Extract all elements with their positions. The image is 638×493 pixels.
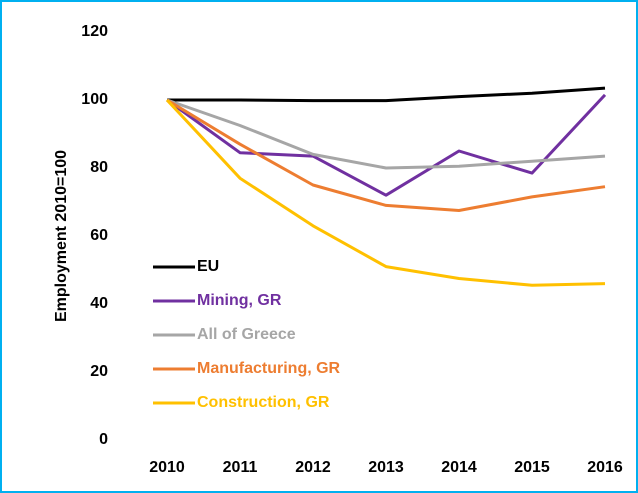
series-line [165, 98, 606, 287]
legend-label: Construction, GR [197, 394, 330, 411]
x-tick-label: 2015 [514, 459, 550, 476]
legend-label: All of Greece [197, 326, 296, 343]
x-tick-label: 2014 [441, 459, 477, 476]
series-line [166, 98, 606, 170]
x-tick-label: 2013 [368, 459, 404, 476]
y-tick-label: 80 [90, 159, 108, 176]
x-tick-label: 2012 [295, 459, 331, 476]
x-tick-label: 2011 [223, 459, 258, 476]
y-tick-label: 20 [90, 363, 108, 380]
y-tick-label: 0 [99, 431, 108, 448]
legend-label: Mining, GR [197, 292, 282, 309]
legend-label: Manufacturing, GR [197, 360, 341, 377]
series-line [167, 86, 606, 103]
y-axis-label: Employment 2010=100 [53, 150, 70, 322]
y-tick-label: 100 [81, 91, 108, 108]
y-tick-label: 120 [81, 23, 108, 40]
x-tick-label: 2010 [149, 459, 185, 476]
y-tick-label: 40 [90, 295, 108, 312]
y-tick-label: 60 [90, 227, 108, 244]
x-tick-label: 2016 [587, 459, 623, 476]
series-line [166, 98, 606, 212]
legend-label: EU [197, 258, 219, 275]
series-line [166, 93, 607, 197]
